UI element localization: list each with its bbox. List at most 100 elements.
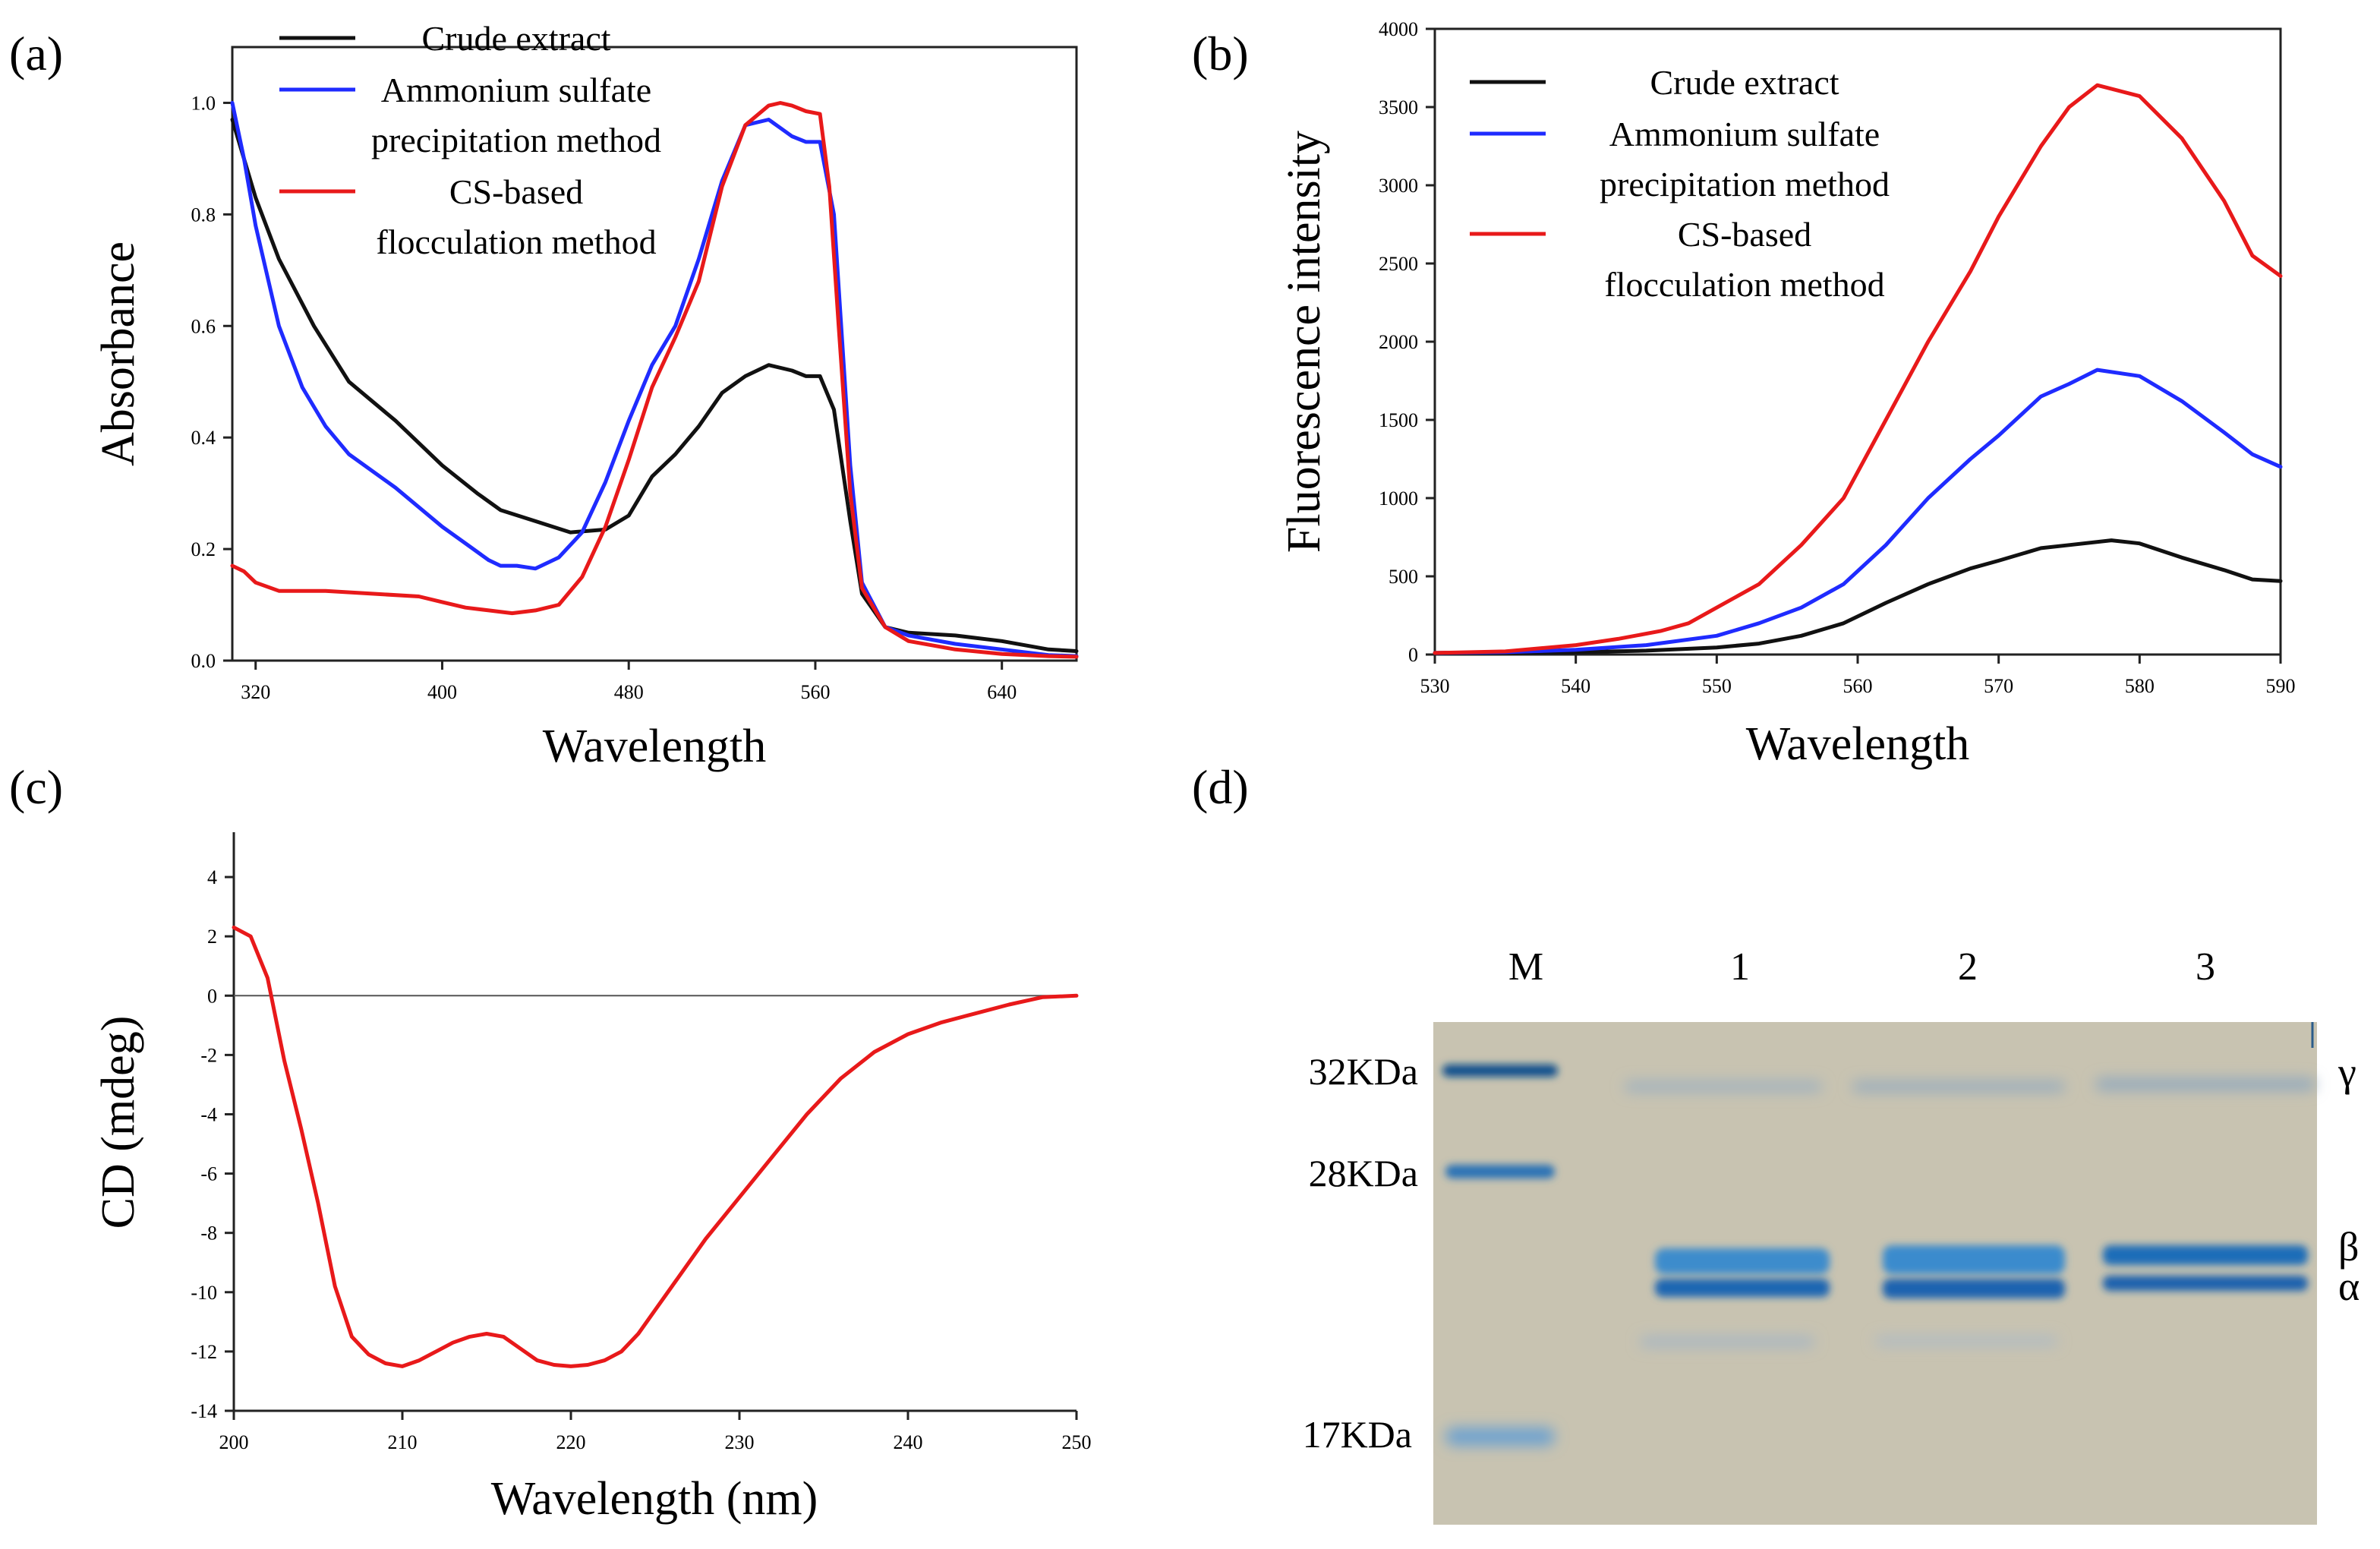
panel-c-series — [232, 925, 1079, 1368]
panel-c-ticks: 200 210 220 230 240 250 4 2 0 -2 -4 -6 -8 -10 -12 -14 — [191, 866, 1091, 1453]
panel-b-ytick-label: 2500 — [1379, 253, 1418, 275]
panel-c-ytick-label: 2 — [207, 926, 217, 948]
panel-b-legend-label-cs: CS-based — [1678, 215, 1811, 254]
panel-a-legend-label-ammonium: Ammonium sulfate — [381, 71, 651, 109]
panel-c-ytick-label: 0 — [207, 985, 217, 1007]
lane-2-gamma-band — [1852, 1081, 2065, 1092]
panel-b-label: (b) — [1192, 27, 1249, 80]
panel-a-legend: Crude extract Ammonium sulfate precipitati… — [279, 19, 661, 261]
lane-3-beta-band — [2103, 1245, 2308, 1265]
subunit-label-beta: β — [2338, 1224, 2359, 1270]
panel-c-ytick-label: -2 — [200, 1044, 217, 1066]
marker-label-17kda: 17KDa — [1303, 1413, 1412, 1456]
panel-b-legend-label-cs: flocculation method — [1604, 265, 1884, 304]
panel-b-xtick-label: 580 — [2125, 675, 2155, 697]
panel-c-ytick-label: -4 — [200, 1103, 217, 1125]
panel-c-ytick-label: -14 — [191, 1400, 217, 1422]
panel-b-legend-label-ammonium: precipitation method — [1600, 165, 1890, 203]
panel-b-ticks: 530 540 550 560 570 580 590 0 500 1000 1500 2000 250… — [1379, 18, 2296, 697]
panel-b-legend-label-ammonium: Ammonium sulfate — [1609, 115, 1880, 153]
panel-a-xtick-label: 640 — [987, 681, 1017, 703]
panel-b-legend: Crude extract Ammonium sulfate precipitati… — [1470, 63, 1890, 304]
panel-b-ylabel: Fluorescence intensity — [1278, 131, 1330, 553]
panel-b-ytick-label: 3500 — [1379, 96, 1418, 118]
panel-c: (c) 200 210 220 230 240 250 4 2 0 -2 -4 -6 -8 -10 -12 -… — [9, 760, 1092, 1525]
lane-2-beta-band — [1883, 1245, 2065, 1274]
panel-a-legend-label-crude: Crude extract — [421, 19, 610, 58]
panel-a-legend-label-cs: flocculation method — [376, 222, 656, 261]
panel-a-ytick-label: 0.2 — [191, 538, 216, 560]
panel-a-legend-label-ammonium: precipitation method — [371, 121, 661, 159]
panel-a-legend-label-cs: CS-based — [449, 172, 583, 211]
lane-label-2: 2 — [1958, 945, 1978, 989]
lane-2-alpha-band — [1883, 1279, 2065, 1298]
lane-label-m: M — [1508, 945, 1543, 989]
panel-c-xlabel: Wavelength (nm) — [491, 1473, 818, 1525]
panel-b-series-crude-line — [1433, 538, 2283, 655]
panel-a-xtick-label: 400 — [427, 681, 457, 703]
panel-a-plot-frame — [231, 46, 1078, 662]
panel-b-series — [1433, 83, 2283, 655]
marker-band-32kda — [1442, 1065, 1558, 1077]
marker-label-28kda: 28KDa — [1309, 1152, 1418, 1194]
panel-c-xtick-label: 250 — [1062, 1431, 1092, 1453]
panel-d: (d) M 1 2 3 32KDa 28KDa 17KDa γ β α — [1192, 760, 2360, 1525]
panel-c-ylabel: CD (mdeg) — [93, 1016, 144, 1229]
lane-1-beta-band — [1655, 1248, 1830, 1274]
panel-b: (b) 530 540 550 560 570 580 590 0 500 1000 1500 200… — [1192, 18, 2296, 770]
panel-c-label: (c) — [9, 760, 63, 814]
panel-b-xtick-label: 540 — [1561, 675, 1590, 697]
panel-a-ylabel: Absorbance — [93, 241, 144, 466]
panel-b-ytick-label: 2000 — [1379, 331, 1418, 353]
panel-c-ytick-label: -8 — [200, 1222, 217, 1245]
panel-b-xtick-label: 530 — [1420, 675, 1450, 697]
panel-a-label: (a) — [9, 27, 63, 80]
lane-1-alpha-band — [1655, 1279, 1830, 1297]
panel-a-xtick-label: 320 — [241, 681, 270, 703]
panel-a-ytick-label: 0.0 — [191, 650, 216, 672]
panel-b-ytick-label: 0 — [1408, 644, 1418, 666]
panel-b-ytick-label: 1500 — [1379, 409, 1418, 431]
lane-3-alpha-band — [2103, 1276, 2308, 1291]
panel-c-xtick-label: 200 — [219, 1431, 249, 1453]
panel-b-xtick-label: 590 — [2266, 675, 2296, 697]
panel-a-ytick-label: 0.4 — [191, 427, 216, 449]
panel-a-ticks: 320 400 480 560 640 0.0 0.2 0.4 0.6 0.8 1.0 — [191, 92, 1017, 703]
panel-b-ytick-label: 4000 — [1379, 18, 1418, 40]
panel-c-xtick-label: 230 — [725, 1431, 755, 1453]
panel-a: (a) 320 400 480 560 640 0.0 0.2 0.4 0.6 0.8 1.0 Cr… — [9, 19, 1079, 772]
panel-b-series-ammonium-line — [1433, 368, 2283, 655]
lane-label-3: 3 — [2196, 945, 2215, 989]
subunit-label-gamma: γ — [2337, 1049, 2356, 1095]
panel-a-ytick-label: 0.8 — [191, 203, 216, 226]
panel-a-xtick-label: 480 — [614, 681, 644, 703]
panel-b-xlabel: Wavelength — [1746, 718, 1970, 770]
panel-c-ytick-label: -6 — [200, 1163, 217, 1185]
lane-2-lower-band — [1875, 1336, 2057, 1346]
panel-c-ytick-label: 4 — [207, 866, 217, 888]
panel-c-ytick-label: -10 — [191, 1282, 217, 1304]
panel-b-xtick-label: 570 — [1984, 675, 2013, 697]
panel-a-series — [230, 101, 1079, 659]
lane-1-gamma-band — [1625, 1081, 1822, 1092]
marker-band-28kda — [1445, 1165, 1555, 1178]
panel-a-ytick-label: 1.0 — [191, 92, 216, 114]
marker-label-32kda: 32KDa — [1309, 1050, 1418, 1093]
lane-1-lower-band — [1640, 1336, 1814, 1347]
panel-b-ytick-label: 500 — [1389, 566, 1418, 588]
panel-a-ytick-label: 0.6 — [191, 315, 216, 337]
panel-c-xtick-label: 210 — [388, 1431, 418, 1453]
panel-d-label: (d) — [1192, 760, 1249, 814]
panel-c-xtick-label: 240 — [894, 1431, 923, 1453]
panel-b-xtick-label: 550 — [1702, 675, 1732, 697]
lane-label-1: 1 — [1730, 945, 1750, 989]
panel-b-xtick-label: 560 — [1843, 675, 1873, 697]
panel-c-ytick-label: -12 — [191, 1341, 217, 1363]
panel-a-series-cs-line — [230, 101, 1079, 659]
panel-c-xtick-label: 220 — [556, 1431, 586, 1453]
panel-b-ytick-label: 1000 — [1379, 487, 1418, 509]
lane-3-gamma-band — [2095, 1078, 2315, 1090]
panel-b-series-cs-line — [1433, 83, 2283, 655]
subunit-label-alpha: α — [2338, 1263, 2360, 1309]
